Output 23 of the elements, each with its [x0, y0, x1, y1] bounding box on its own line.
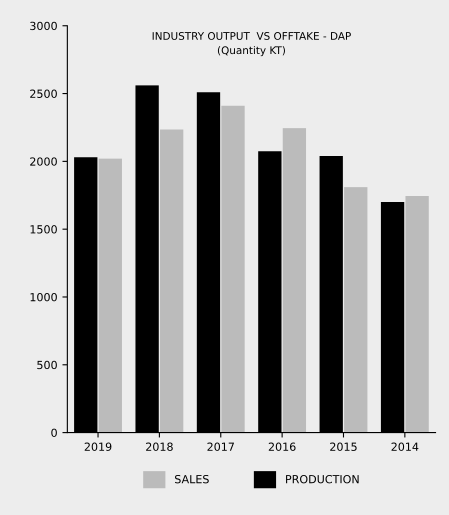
bar: [344, 187, 368, 433]
legend-label: PRODUCTION: [286, 474, 359, 484]
y-tick-label: 1000: [30, 292, 57, 302]
chart-title: INDUSTRY OUTPUT VS OFFTAKE - DAP: [152, 32, 351, 40]
y-tick-label: 0: [51, 428, 57, 437]
text: (Quantity KT): [218, 46, 285, 56]
bar: [405, 196, 429, 433]
x-tick-label: 2016: [268, 442, 296, 451]
x-tick-label: 2019: [84, 442, 112, 451]
bar: [221, 106, 245, 433]
x-tick-label: 2017: [207, 442, 234, 451]
x-tick-label: 2014: [392, 442, 418, 451]
bar: [282, 128, 306, 433]
legend-label: SALES: [175, 474, 209, 484]
y-tick-label: 500: [37, 360, 57, 370]
bar: [98, 158, 122, 433]
y-tick-label: 1500: [30, 225, 57, 234]
y-tick-label: 3000: [30, 22, 57, 30]
y-tick-label: 2500: [30, 90, 57, 98]
y-tick-label: 2000: [30, 157, 57, 166]
x-tick-label: 2015: [330, 442, 357, 451]
x-tick-label: 2018: [146, 442, 173, 451]
bar: [160, 129, 184, 433]
